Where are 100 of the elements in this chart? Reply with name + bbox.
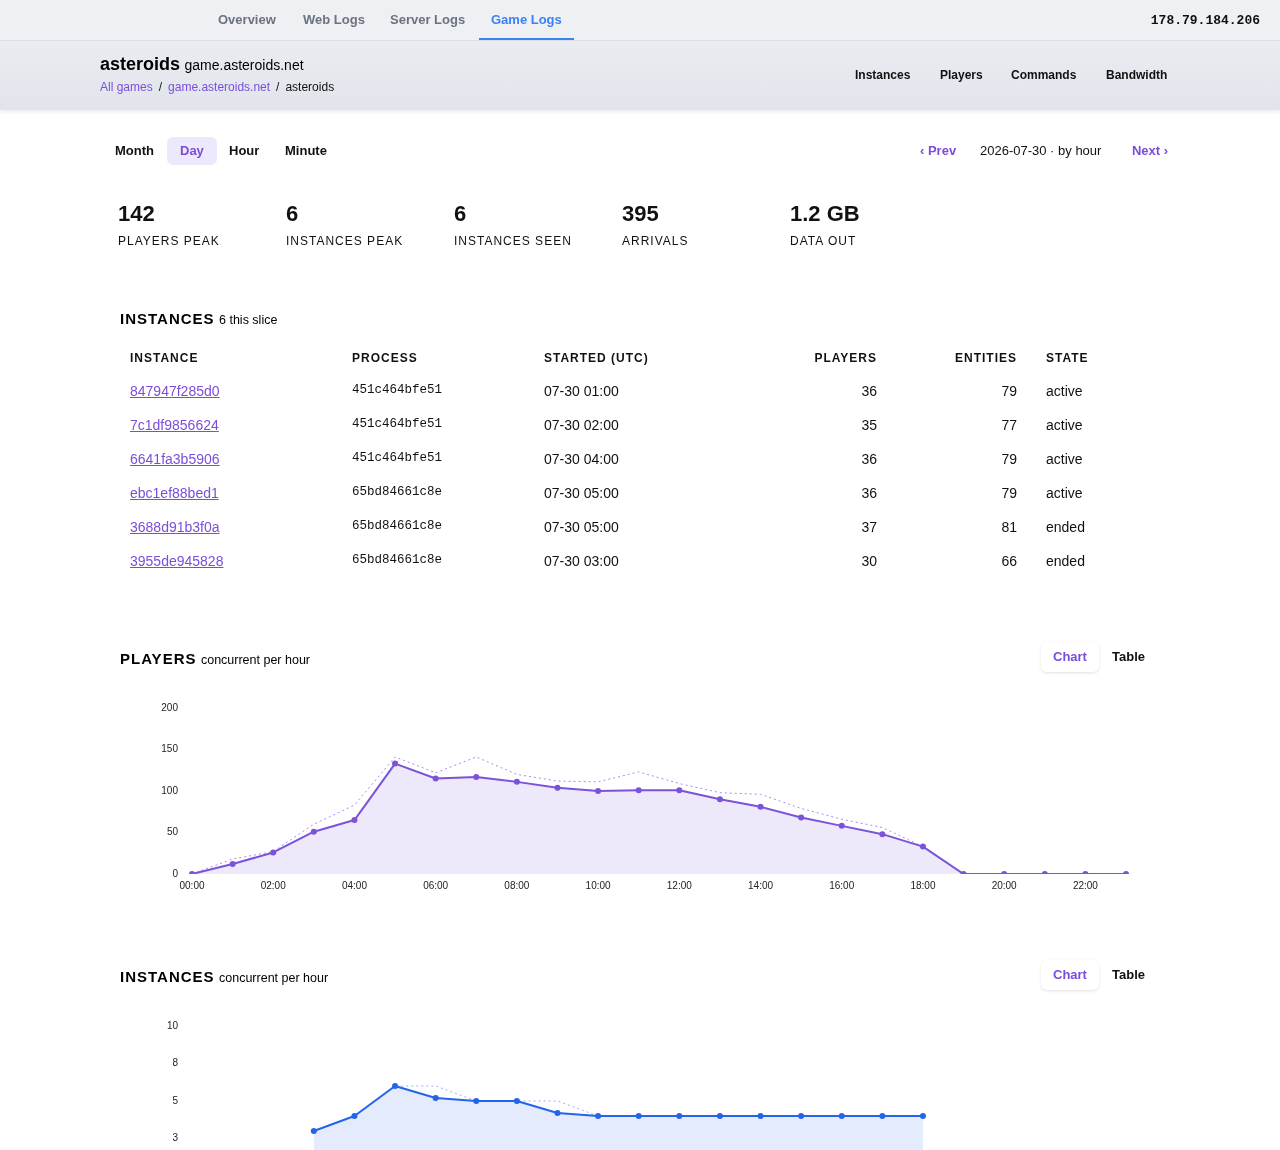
text: INSTANCE	[130, 351, 199, 366]
text: All games	[100, 80, 153, 94]
text: 36	[861, 383, 877, 400]
x-tick-label: 10:00	[585, 879, 612, 891]
y-tick-label: 100	[161, 784, 179, 796]
x-tick-label: 02:00	[260, 879, 287, 891]
point	[635, 1113, 642, 1119]
point	[716, 796, 723, 803]
text: Next ›	[1131, 143, 1168, 159]
text: ‹ Prev	[920, 143, 957, 159]
point	[716, 1113, 723, 1119]
text: DATA OUT	[790, 234, 857, 249]
text: 07-30 04:00	[544, 451, 619, 468]
text: ARRIVALS	[622, 234, 689, 249]
text: Instances	[855, 68, 911, 83]
chart-subtitle: concurrent per hour	[200, 653, 311, 667]
text: STATE	[1046, 351, 1089, 366]
text: /	[276, 80, 280, 94]
text: 451c464bfe51	[352, 383, 443, 398]
text: PLAYERS	[814, 351, 877, 366]
x-tick-label: 20:00	[991, 879, 1018, 891]
point	[879, 831, 886, 838]
point	[513, 1098, 520, 1104]
point	[432, 775, 439, 782]
text: Overview	[218, 12, 276, 28]
text: INSTANCES PEAK	[286, 234, 404, 249]
text: 79	[1001, 383, 1017, 400]
text: 36	[861, 451, 877, 468]
x-tick-label: 08:00	[504, 879, 530, 891]
text: 451c464bfe51	[352, 417, 443, 432]
x-tick-label: 00:00	[179, 879, 205, 891]
text: 847947f285d0	[130, 383, 220, 400]
text: Server Logs	[390, 12, 466, 28]
x-tick-label: 14:00	[748, 879, 774, 891]
text: 142	[118, 201, 155, 228]
text: 65bd84661c8e	[352, 553, 443, 568]
point	[595, 1113, 602, 1119]
text: 79	[1001, 451, 1017, 468]
point	[473, 1098, 480, 1104]
text: STARTED (UTC)	[544, 351, 649, 366]
text: active	[1046, 383, 1083, 400]
text: 65bd84661c8e	[352, 519, 443, 534]
text: 66	[1001, 553, 1017, 570]
text: INSTANCES SEEN	[454, 234, 572, 249]
point	[919, 843, 926, 850]
y-tick-label: 5	[172, 1094, 179, 1106]
text: 07-30 05:00	[544, 485, 619, 502]
point	[635, 787, 642, 794]
text: 6641fa3b5906	[130, 451, 220, 468]
text: 07-30 02:00	[544, 417, 619, 434]
point	[757, 803, 764, 810]
text: 07-30 05:00	[544, 519, 619, 536]
text: active	[1046, 417, 1083, 434]
text: Commands	[1011, 68, 1077, 83]
point	[351, 1113, 358, 1119]
y-tick-label: 3	[172, 1132, 179, 1144]
text: PROCESS	[352, 351, 418, 366]
y-tick-label: 10	[166, 1019, 179, 1031]
point	[554, 1110, 561, 1116]
text: 6	[286, 201, 299, 228]
text: 395	[622, 201, 659, 228]
text: 79	[1001, 485, 1017, 502]
text: Table	[1112, 967, 1145, 983]
y-tick-label: 150	[161, 743, 179, 755]
point	[798, 1113, 805, 1119]
text: 1.2 GB	[790, 201, 860, 228]
text: 30	[861, 553, 877, 570]
text: ENTITIES	[954, 351, 1017, 366]
text: Month	[115, 143, 154, 159]
point	[432, 1095, 439, 1101]
text: 2026-07-30 · by hour	[980, 143, 1102, 159]
text: 07-30 01:00	[544, 383, 619, 400]
text: ended	[1046, 553, 1085, 570]
point	[838, 822, 845, 829]
point	[838, 1113, 845, 1119]
text: 3955de945828	[130, 553, 224, 570]
text: ended	[1046, 519, 1085, 536]
text: active	[1046, 485, 1083, 502]
x-tick-label: 12:00	[666, 879, 693, 891]
text: INSTANCES	[120, 310, 215, 327]
text: 6	[454, 201, 467, 228]
point	[270, 849, 277, 856]
text: Chart	[1053, 967, 1087, 983]
text: asteroids	[100, 54, 181, 74]
text: 65bd84661c8e	[352, 485, 443, 500]
point	[595, 788, 602, 794]
point	[310, 828, 317, 835]
x-tick-label: 16:00	[829, 879, 855, 891]
x-tick-label: 06:00	[423, 879, 449, 891]
text: ebc1ef88bed1	[130, 485, 219, 502]
chart-subtitle: concurrent per hour	[219, 971, 329, 985]
text: 37	[861, 519, 877, 536]
point	[879, 1113, 886, 1119]
text: Day	[167, 137, 217, 165]
point	[798, 814, 805, 821]
text: 7c1df9856624	[130, 417, 219, 434]
text: Players	[940, 68, 983, 83]
text: game.asteroids.net	[168, 80, 271, 94]
point	[229, 861, 236, 868]
text: 36	[861, 485, 877, 502]
